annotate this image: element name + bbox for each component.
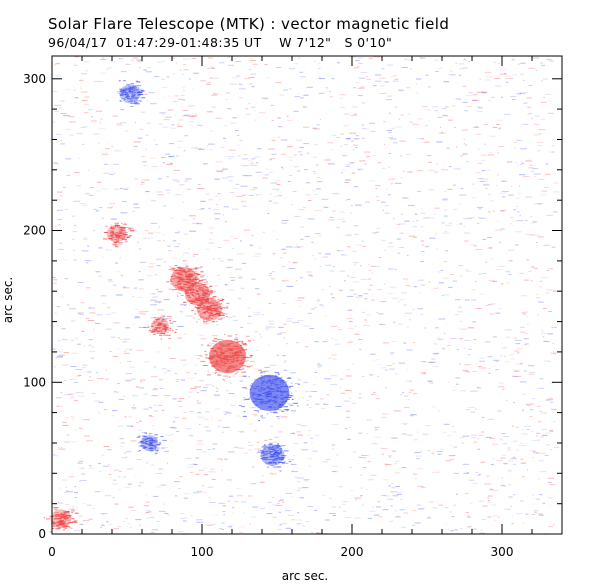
magnetic-patch-negative	[238, 369, 300, 422]
x-tick-label: 300	[491, 545, 514, 559]
y-tick-label: 300	[23, 72, 46, 86]
position-south: S 0'10"	[344, 35, 393, 50]
axes: 0 100 200 300 0 100 200 300	[23, 56, 563, 559]
observation-time: 96/04/17 01:47:29-01:48:35 UT	[48, 35, 262, 50]
x-tick-label: 100	[191, 545, 214, 559]
y-tick-label: 200	[23, 224, 46, 238]
x-tick-label: 200	[341, 545, 364, 559]
magnetic-patch-positive	[176, 276, 217, 312]
y-axis-label: arc sec.	[1, 277, 15, 323]
magnetic-patch-positive	[200, 333, 262, 381]
x-tick-label: 0	[48, 545, 56, 559]
y-tick-label: 100	[23, 375, 46, 389]
chart-subtitle: 96/04/17 01:47:29-01:48:35 UT W 7'12" S …	[48, 36, 392, 50]
y-tick-label: 0	[38, 527, 46, 541]
magnetic-field-map	[43, 56, 560, 535]
magnetic-patch-positive	[103, 222, 135, 248]
magnetic-patch-positive	[166, 260, 207, 298]
x-axis-label: arc sec.	[282, 569, 328, 583]
magnetic-patch-negative	[256, 442, 292, 472]
magnetic-patch-positive	[193, 293, 230, 323]
field-noise	[52, 56, 560, 535]
plot-frame	[51, 55, 563, 535]
chart-title: Solar Flare Telescope (MTK) : vector mag…	[48, 15, 450, 33]
magnetic-patch-positive	[43, 507, 79, 533]
magnetic-patch-negative	[116, 80, 146, 107]
magnetic-patch-negative	[136, 432, 167, 454]
magnetic-patch-positive	[147, 315, 177, 340]
position-west: W 7'12"	[279, 35, 332, 50]
